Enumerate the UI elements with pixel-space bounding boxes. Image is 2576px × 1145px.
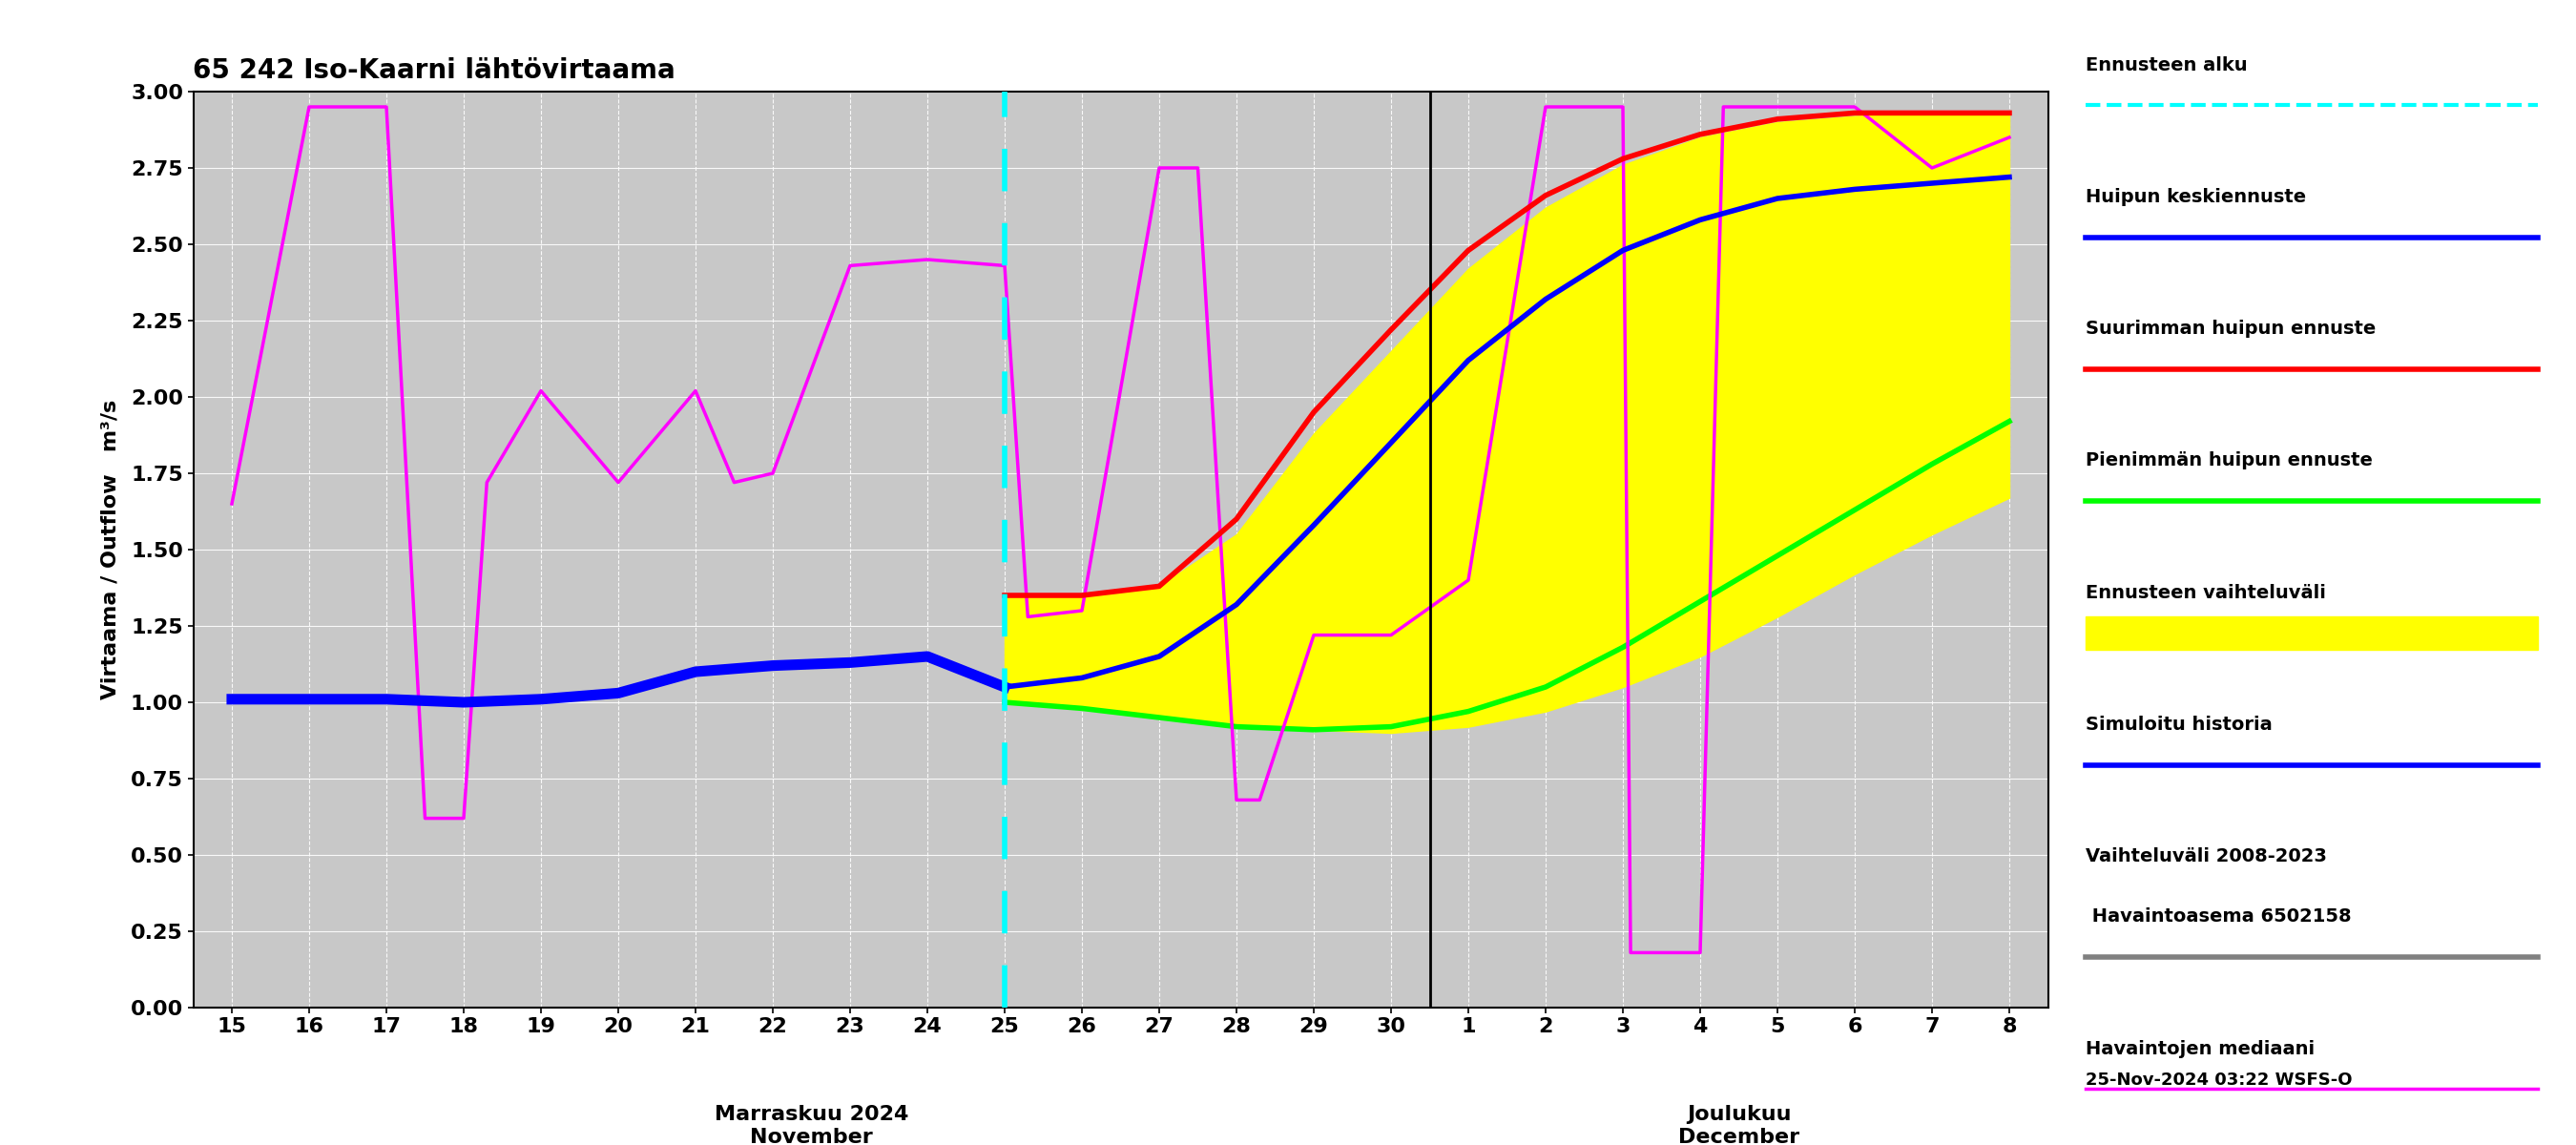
Text: Marraskuu 2024
November: Marraskuu 2024 November xyxy=(714,1105,909,1145)
Text: Joulukuu
December: Joulukuu December xyxy=(1677,1105,1801,1145)
Y-axis label: Virtaama / Outflow   m³/s: Virtaama / Outflow m³/s xyxy=(100,400,121,700)
Text: 25-Nov-2024 03:22 WSFS-O: 25-Nov-2024 03:22 WSFS-O xyxy=(2087,1072,2352,1089)
Text: Havaintojen mediaani: Havaintojen mediaani xyxy=(2087,1040,2316,1058)
Text: 65 242 Iso-Kaarni lähtövirtaama: 65 242 Iso-Kaarni lähtövirtaama xyxy=(193,57,675,84)
Text: Suurimman huipun ennuste: Suurimman huipun ennuste xyxy=(2087,319,2375,338)
Text: Ennusteen alku: Ennusteen alku xyxy=(2087,56,2249,74)
Text: Havaintoasema 6502158: Havaintoasema 6502158 xyxy=(2087,908,2352,926)
Text: Pienimmän huipun ennuste: Pienimmän huipun ennuste xyxy=(2087,451,2372,469)
Text: Vaihteluväli 2008-2023: Vaihteluväli 2008-2023 xyxy=(2087,847,2326,866)
Text: Huipun keskiennuste: Huipun keskiennuste xyxy=(2087,188,2306,206)
Text: Ennusteen vaihteluväli: Ennusteen vaihteluväli xyxy=(2087,584,2326,601)
Bar xyxy=(2087,616,2537,649)
Text: Simuloitu historia: Simuloitu historia xyxy=(2087,716,2272,734)
